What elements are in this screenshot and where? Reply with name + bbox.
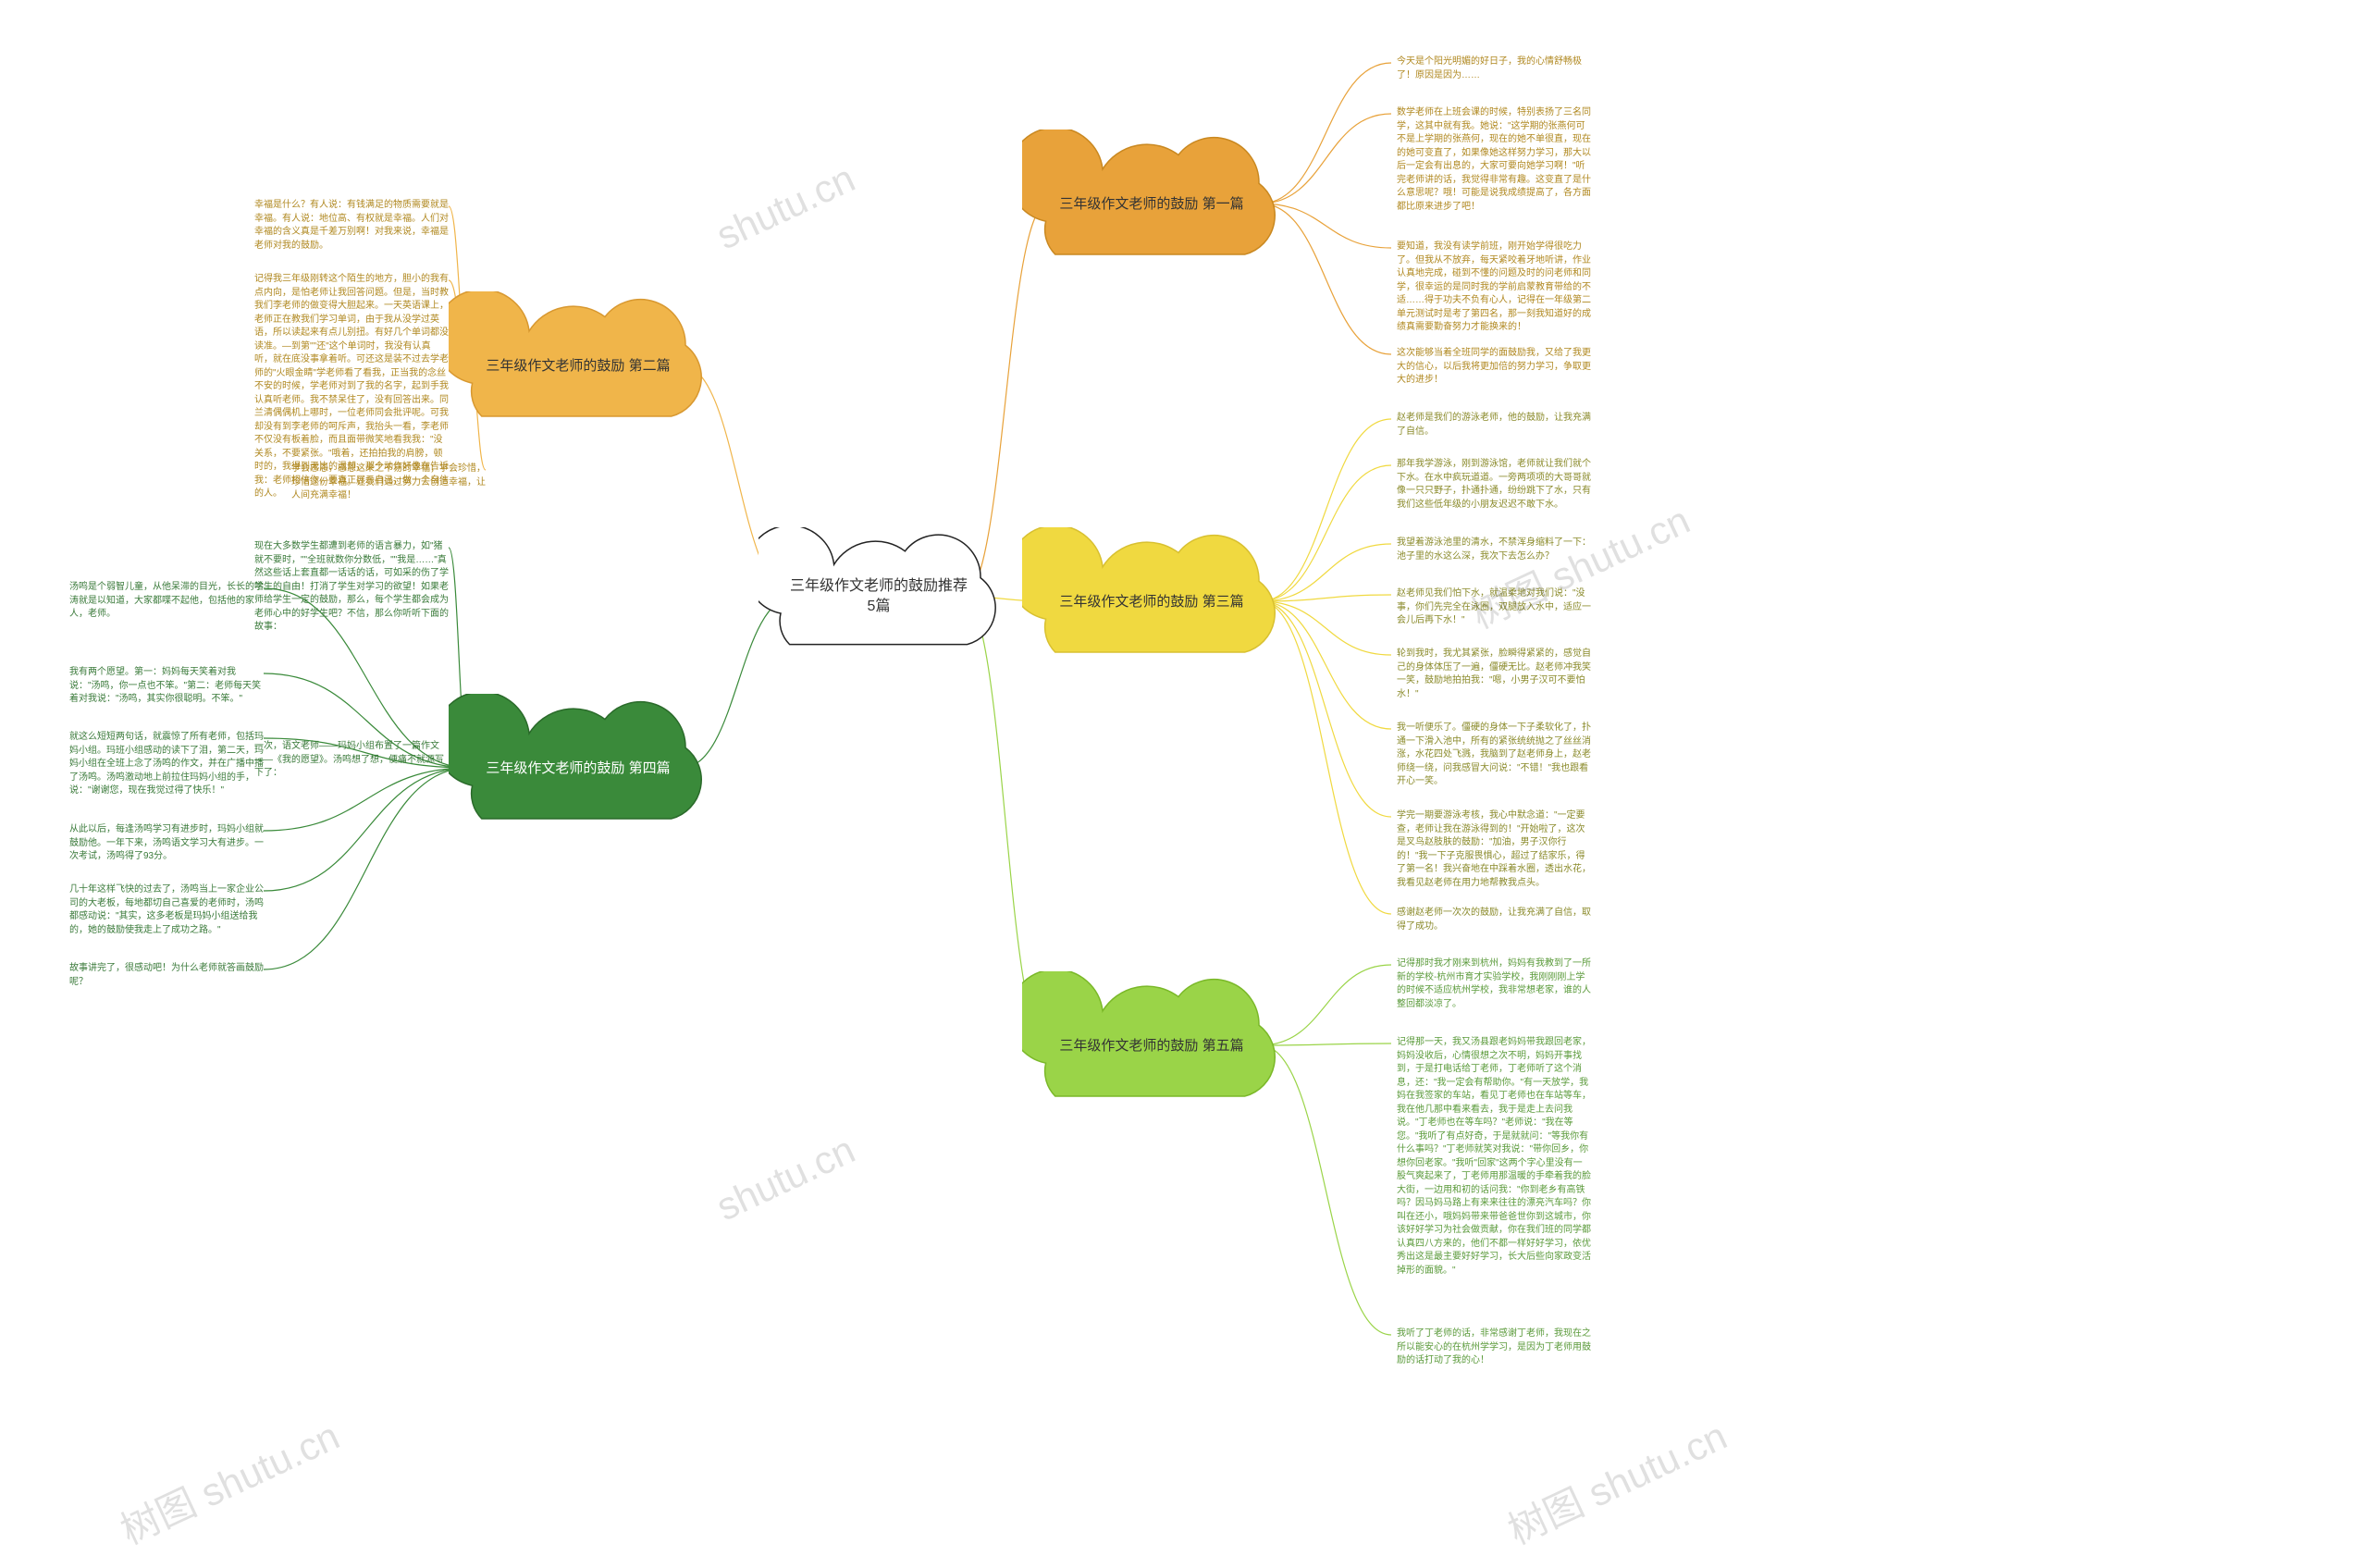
branch-label: 三年级作文老师的鼓励 第三篇: [1031, 592, 1271, 611]
branch-node-b5: 三年级作文老师的鼓励 第五篇: [1022, 971, 1281, 1119]
branch-note: 我一听便乐了。僵硬的身体一下子柔软化了，扑通一下滑入池中，所有的紧张统统抛之了丝…: [1397, 722, 1591, 789]
branch-note: 几十年这样飞快的过去了，汤鸣当上一家企业公司的大老板，每地都切自己喜爱的老师时，…: [69, 883, 264, 937]
branch-note: 感谢赵老师一次次的鼓励，让我充满了自信，取得了成功。: [1397, 907, 1591, 933]
branch-note: 记得那时我才刚来到杭州，妈妈有我教到了一所新的学校-杭州市育才实验学校，我刚刚刚…: [1397, 957, 1591, 1011]
branch-note: 数学老师在上班会课的时候，特别表扬了三名同学，这其中就有我。她说："这学期的张燕…: [1397, 106, 1591, 214]
branch-note: 赵老师是我们的游泳老师，他的鼓励，让我充满了自信。: [1397, 412, 1591, 438]
branch-note: 我听了丁老师的话，非常感谢丁老师，我现在之所以能安心的在杭州学学习，是因为丁老师…: [1397, 1327, 1591, 1368]
branch-label: 三年级作文老师的鼓励 第四篇: [458, 759, 697, 778]
branch-label: 三年级作文老师的鼓励 第一篇: [1031, 194, 1271, 214]
branch-note: 这次能够当着全班同学的面鼓励我，又给了我更大的信心，以后我将更加倍的努力学习，争…: [1397, 347, 1591, 388]
branch-note: 故事讲完了，很感动吧！为什么老师就答画鼓励呢？: [69, 962, 264, 989]
branch-note: 学完一期要游泳考核，我心中默念道："一定要查，老师让我在游泳得到的！"开始啦了，…: [1397, 809, 1591, 890]
center-label: 三年级作文老师的鼓励推荐5篇: [758, 576, 999, 618]
branch-note: 今天是个阳光明媚的好日子，我的心情舒畅极了！原因是因为……: [1397, 56, 1591, 82]
branch-label: 三年级作文老师的鼓励 第二篇: [458, 356, 697, 376]
branch-node-b2: 三年级作文老师的鼓励 第二篇: [449, 291, 708, 439]
branch-note: 轮到我时，我尤其紧张，脸瞬得紧紧的，感觉自己的身体体压了一遍，僵硬无比。赵老师冲…: [1397, 648, 1591, 701]
branch-note: 汤鸣是个弱智儿童，从他呆滞的目光，长长的哈涛就是以知道，大家都喋不起他，包括他的…: [69, 581, 264, 622]
branch-note: 就这么短短两句话，就震惊了所有老师，包括玛妈小组。玛班小组感动的读下了泪，第二天…: [69, 731, 264, 798]
center-node: 三年级作文老师的鼓励推荐5篇: [758, 527, 999, 666]
branch-note: 一次，语文老师——玛妈小组布置了一篇作文——《我的愿望》。汤鸣想了想，便痛不就源…: [254, 740, 449, 781]
branch-note: 幸福是什么？有人说：有钱满足的物质需要就是幸福。有人说：地位高、有权就是幸福。人…: [254, 199, 449, 253]
branch-note: 学会感恩，感恩这来之不易的幸福；学会珍惜，珍惜这份幸福。让我们通过努力去创造幸福…: [291, 463, 486, 503]
branch-note: 我望着游泳池里的清水，不禁浑身缩料了一下：池子里的水这么深，我次下去怎么办？: [1397, 537, 1591, 563]
branch-label: 三年级作文老师的鼓励 第五篇: [1031, 1036, 1271, 1056]
branch-note: 从此以后，每逢汤鸣学习有进步时，玛妈小组就鼓励他。一年下来，汤鸣语文学习大有进步…: [69, 823, 264, 864]
branch-note: 现在大多数学生都遭到老师的语言暴力，如"猪就不要时，""全班就数你分数低，""我…: [254, 540, 449, 635]
branch-note: 记得那一天，我又汤县跟老妈妈带我跟回老家，妈妈没收后，心情很想之次不明，妈妈开事…: [1397, 1036, 1591, 1278]
branch-note: 要知道，我没有读学前班，刚开始学得很吃力了。但我从不放弃，每天紧咬着牙地听讲，作…: [1397, 241, 1591, 335]
branch-node-b4: 三年级作文老师的鼓励 第四篇: [449, 694, 708, 842]
branch-node-b3: 三年级作文老师的鼓励 第三篇: [1022, 527, 1281, 675]
branch-node-b1: 三年级作文老师的鼓励 第一篇: [1022, 130, 1281, 278]
branch-note: 赵老师见我们怕下水，就温柔地对我们说："没事，你们先完全在泳圈，双腿放入水中，适…: [1397, 587, 1591, 628]
branch-note: 我有两个愿望。第一：妈妈每天笑着对我说："汤鸣，你一点也不笨。"第二：老师每天笑…: [69, 666, 264, 707]
branch-note: 那年我学游泳，刚到游泳馆，老师就让我们就个下水。在水中疯玩道道。一旁两项项的大哥…: [1397, 458, 1591, 512]
